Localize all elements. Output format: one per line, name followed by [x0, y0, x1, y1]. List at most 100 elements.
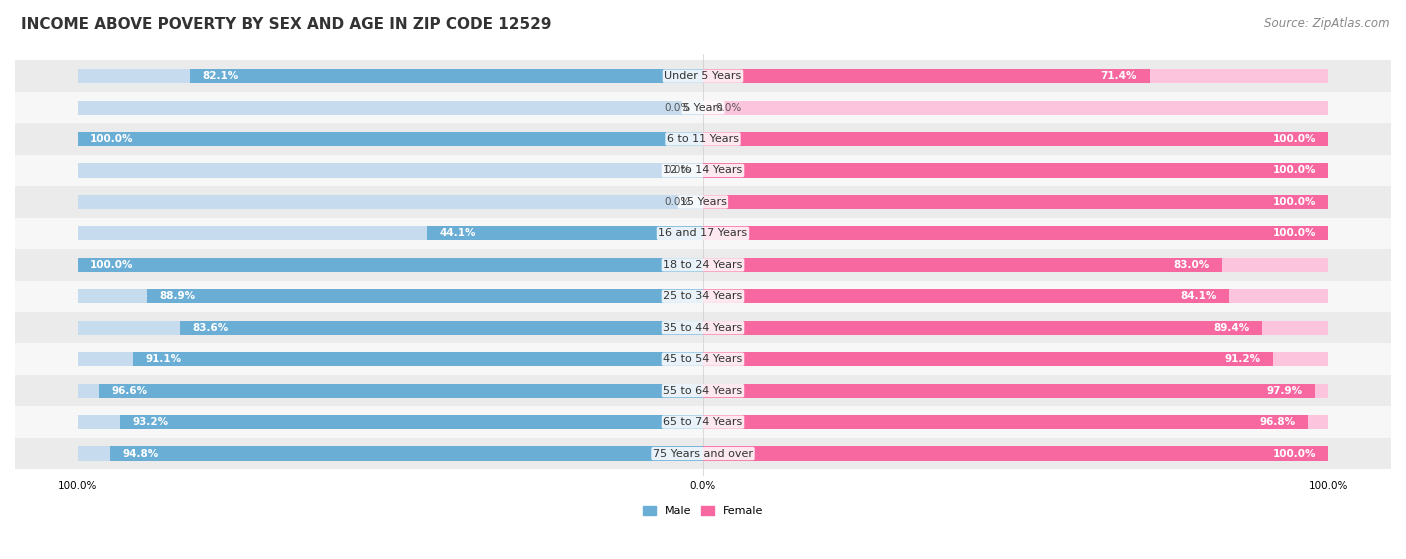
Text: Source: ZipAtlas.com: Source: ZipAtlas.com [1264, 17, 1389, 30]
Bar [15, 406, 1391, 438]
Text: 15 Years: 15 Years [679, 197, 727, 207]
Bar [703, 195, 1329, 209]
Text: 93.2%: 93.2% [132, 417, 169, 427]
Bar [15, 186, 1391, 217]
Text: 82.1%: 82.1% [202, 71, 238, 81]
Bar [703, 258, 1329, 272]
Bar [703, 289, 1229, 304]
Bar [703, 132, 1329, 146]
Text: 75 Years and over: 75 Years and over [652, 448, 754, 458]
Bar [15, 281, 1391, 312]
Bar [134, 352, 703, 366]
Text: 0.0%: 0.0% [664, 197, 690, 207]
Bar [703, 258, 1222, 272]
Bar [77, 258, 703, 272]
Text: 0.0%: 0.0% [664, 165, 690, 176]
Bar [703, 447, 1329, 461]
Text: 100.0%: 100.0% [1272, 134, 1316, 144]
Bar [703, 132, 1329, 146]
Text: 94.8%: 94.8% [122, 448, 159, 458]
Text: 91.2%: 91.2% [1225, 354, 1261, 364]
Bar [77, 383, 703, 397]
Text: 35 to 44 Years: 35 to 44 Years [664, 323, 742, 333]
Bar [703, 101, 1329, 115]
Bar [703, 226, 1329, 240]
Bar [180, 321, 703, 335]
Bar [15, 375, 1391, 406]
Bar [703, 321, 1263, 335]
Text: Under 5 Years: Under 5 Years [665, 71, 741, 81]
Text: 45 to 54 Years: 45 to 54 Years [664, 354, 742, 364]
Bar [703, 289, 1329, 304]
Bar [77, 101, 703, 115]
Bar [703, 69, 1150, 83]
Bar [77, 289, 703, 304]
Bar [77, 132, 703, 146]
Text: 97.9%: 97.9% [1267, 386, 1303, 396]
Bar [15, 92, 1391, 124]
Bar [77, 69, 703, 83]
Bar [703, 352, 1274, 366]
Bar [703, 383, 1316, 397]
Bar [15, 60, 1391, 92]
Text: INCOME ABOVE POVERTY BY SEX AND AGE IN ZIP CODE 12529: INCOME ABOVE POVERTY BY SEX AND AGE IN Z… [21, 17, 551, 32]
Bar [703, 226, 1329, 240]
Text: 100.0%: 100.0% [90, 134, 134, 144]
Bar [77, 163, 703, 178]
Bar [703, 163, 1329, 178]
Bar [15, 312, 1391, 343]
Bar [15, 155, 1391, 186]
Bar [703, 415, 1329, 429]
Text: 6 to 11 Years: 6 to 11 Years [666, 134, 740, 144]
Text: 91.1%: 91.1% [146, 354, 181, 364]
Text: 18 to 24 Years: 18 to 24 Years [664, 260, 742, 270]
Bar [703, 163, 1329, 178]
Bar [190, 69, 703, 83]
Text: 0.0%: 0.0% [664, 103, 690, 112]
Bar [703, 69, 1329, 83]
Text: 44.1%: 44.1% [440, 229, 477, 238]
Text: 96.8%: 96.8% [1260, 417, 1296, 427]
Bar [148, 289, 703, 304]
Bar [15, 249, 1391, 281]
Bar [77, 321, 703, 335]
Bar [703, 415, 1309, 429]
Text: 25 to 34 Years: 25 to 34 Years [664, 291, 742, 301]
Text: 83.0%: 83.0% [1174, 260, 1209, 270]
Legend: Male, Female: Male, Female [638, 501, 768, 520]
Text: 12 to 14 Years: 12 to 14 Years [664, 165, 742, 176]
Text: 89.4%: 89.4% [1213, 323, 1250, 333]
Text: 84.1%: 84.1% [1180, 291, 1216, 301]
Bar [15, 343, 1391, 375]
Bar [77, 258, 703, 272]
Bar [15, 124, 1391, 155]
Bar [703, 195, 1329, 209]
Bar [15, 217, 1391, 249]
Text: 100.0%: 100.0% [1272, 165, 1316, 176]
Bar [77, 132, 703, 146]
Text: 5 Years: 5 Years [683, 103, 723, 112]
Bar [15, 438, 1391, 469]
Text: 100.0%: 100.0% [1272, 229, 1316, 238]
Text: 0.0%: 0.0% [716, 103, 742, 112]
Text: 100.0%: 100.0% [1272, 448, 1316, 458]
Text: 65 to 74 Years: 65 to 74 Years [664, 417, 742, 427]
Bar [703, 321, 1329, 335]
Text: 83.6%: 83.6% [193, 323, 229, 333]
Text: 100.0%: 100.0% [1272, 197, 1316, 207]
Text: 96.6%: 96.6% [111, 386, 148, 396]
Text: 88.9%: 88.9% [159, 291, 195, 301]
Bar [77, 226, 703, 240]
Bar [703, 447, 1329, 461]
Bar [77, 415, 703, 429]
Bar [703, 383, 1329, 397]
Bar [77, 195, 703, 209]
Bar [98, 383, 703, 397]
Bar [77, 352, 703, 366]
Text: 55 to 64 Years: 55 to 64 Years [664, 386, 742, 396]
Text: 100.0%: 100.0% [90, 260, 134, 270]
Bar [120, 415, 703, 429]
Text: 16 and 17 Years: 16 and 17 Years [658, 229, 748, 238]
Bar [77, 447, 703, 461]
Bar [427, 226, 703, 240]
